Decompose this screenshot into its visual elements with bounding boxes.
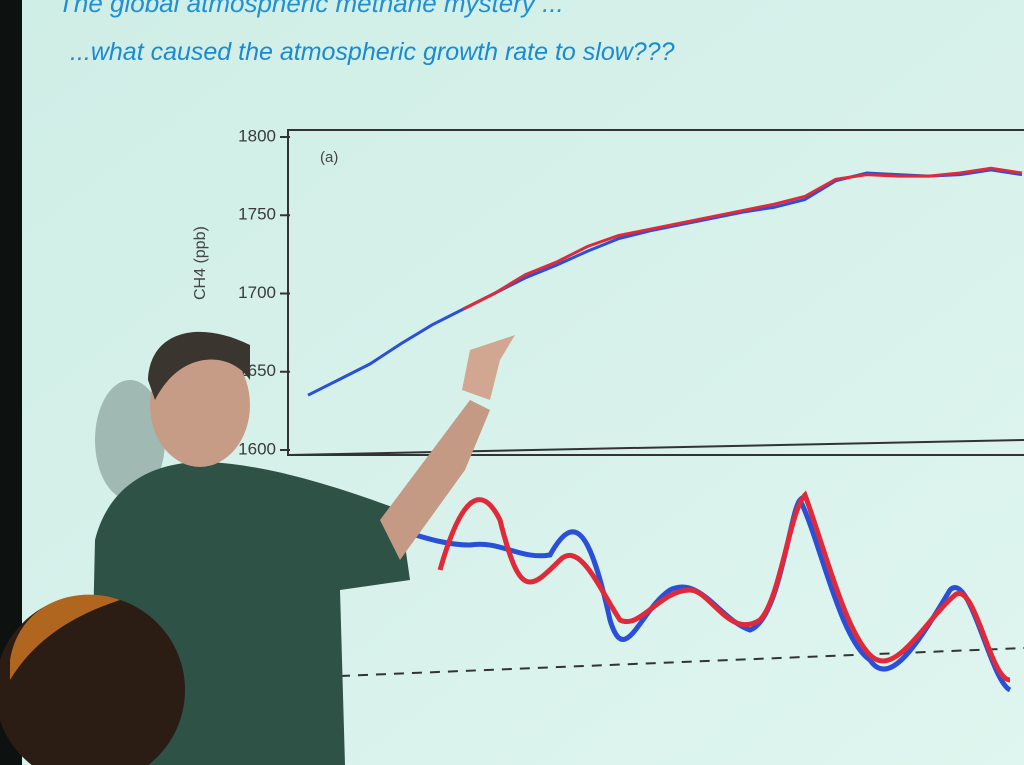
slide-subtitle: ...what caused the atmospheric growth ra… [70,38,675,66]
face [150,343,250,467]
zero-line [339,647,1024,677]
presenter [0,331,515,765]
panel-divider [289,439,1024,456]
shadow [95,380,165,500]
hand [462,335,515,400]
panel-label: (a) [320,149,338,166]
y-tick-label: 1700 [238,283,276,302]
y-tick-label: 1750 [238,205,276,224]
slide-title: The global atmospheric methane mystery .… [58,0,564,18]
hair [148,331,250,400]
lower-panel [289,439,1024,693]
y-axis-label: CH4 (ppb) [192,226,209,300]
arm [380,400,490,560]
y-tick-label: 1600 [238,439,276,458]
trace [437,490,1011,683]
audience-cap [10,594,120,680]
data-line [462,166,1023,311]
y-tick-label: 1800 [238,126,276,145]
